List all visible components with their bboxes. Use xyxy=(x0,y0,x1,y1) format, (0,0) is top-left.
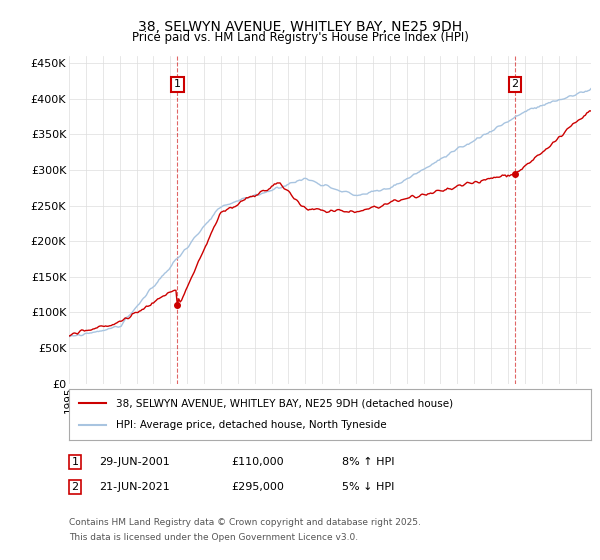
Text: 29-JUN-2001: 29-JUN-2001 xyxy=(99,457,170,467)
Text: 38, SELWYN AVENUE, WHITLEY BAY, NE25 9DH (detached house): 38, SELWYN AVENUE, WHITLEY BAY, NE25 9DH… xyxy=(116,398,453,408)
Text: 21-JUN-2021: 21-JUN-2021 xyxy=(99,482,170,492)
Text: 2: 2 xyxy=(71,482,79,492)
Text: 8% ↑ HPI: 8% ↑ HPI xyxy=(342,457,395,467)
Text: Contains HM Land Registry data © Crown copyright and database right 2025.: Contains HM Land Registry data © Crown c… xyxy=(69,518,421,527)
Text: 2: 2 xyxy=(511,80,518,90)
Text: HPI: Average price, detached house, North Tyneside: HPI: Average price, detached house, Nort… xyxy=(116,421,386,431)
Text: 38, SELWYN AVENUE, WHITLEY BAY, NE25 9DH: 38, SELWYN AVENUE, WHITLEY BAY, NE25 9DH xyxy=(138,20,462,34)
Text: 1: 1 xyxy=(174,80,181,90)
Text: £295,000: £295,000 xyxy=(231,482,284,492)
Text: £110,000: £110,000 xyxy=(231,457,284,467)
Text: 5% ↓ HPI: 5% ↓ HPI xyxy=(342,482,394,492)
Text: Price paid vs. HM Land Registry's House Price Index (HPI): Price paid vs. HM Land Registry's House … xyxy=(131,31,469,44)
Text: This data is licensed under the Open Government Licence v3.0.: This data is licensed under the Open Gov… xyxy=(69,533,358,542)
Text: 1: 1 xyxy=(71,457,79,467)
